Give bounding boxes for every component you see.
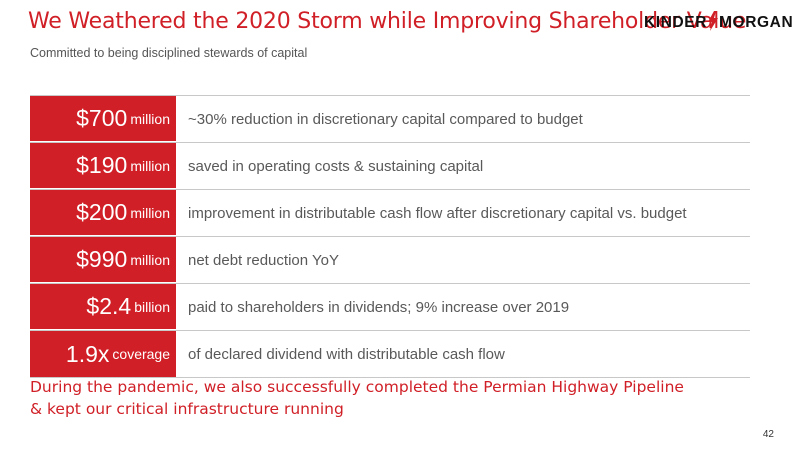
stat-description: ~30% reduction in discretionary capital … xyxy=(188,110,583,128)
stat-description: paid to shareholders in dividends; 9% in… xyxy=(188,298,570,316)
stat-description: improvement in distributable cash flow a… xyxy=(188,204,687,222)
stat-amount-cell: $2.4 billion xyxy=(30,284,176,330)
stat-amount: $200 xyxy=(76,199,128,225)
stat-row: $190 million saved in operating costs & s… xyxy=(30,143,750,190)
stat-unit: million xyxy=(130,251,170,268)
stat-amount: $990 xyxy=(76,246,128,272)
stat-row: $990 million net debt reduction YoY xyxy=(30,237,750,284)
stat-amount-cell: $190 million xyxy=(30,143,176,189)
stat-description: saved in operating costs & sustaining ca… xyxy=(188,157,484,175)
page-number: 42 xyxy=(762,429,774,440)
logo-text-left: KINDER xyxy=(644,14,708,31)
note-line: During the pandemic, we also successfull… xyxy=(30,378,684,396)
stat-amount-cell: $700 million xyxy=(30,96,176,142)
stat-amount: 1.9x xyxy=(65,340,110,367)
logo-text-right: MORGAN xyxy=(719,14,794,31)
page-subtitle: Committed to being disciplined stewards … xyxy=(30,46,308,60)
stat-amount: $2.4 xyxy=(86,293,132,319)
stat-unit: coverage xyxy=(112,346,170,362)
page-title: We Weathered the 2020 Storm while Improv… xyxy=(28,9,747,34)
stat-unit: million xyxy=(130,157,170,174)
company-logo: KINDER MORGAN xyxy=(644,11,793,38)
stat-row: 1.9x coverage of declared dividend with d… xyxy=(30,331,750,378)
note-line: & kept our critical infrastructure runni… xyxy=(30,400,344,418)
pandemic-note: During the pandemic, we also successfull… xyxy=(30,376,684,420)
stat-amount-cell: $200 million xyxy=(30,190,176,236)
stat-amount: $700 xyxy=(76,105,128,131)
stat-row: $200 million improvement in distributable… xyxy=(30,190,750,237)
stat-description: net debt reduction YoY xyxy=(188,251,339,269)
stat-amount-cell: $990 million xyxy=(30,237,176,283)
stats-table: $700 million ~30% reduction in discretion… xyxy=(30,95,750,378)
stat-amount-cell: 1.9x coverage xyxy=(30,331,176,377)
stat-unit: million xyxy=(130,110,170,127)
stat-unit: million xyxy=(130,204,170,221)
stat-unit: billion xyxy=(134,298,170,315)
stat-amount: $190 xyxy=(76,152,128,178)
lightning-bolt-icon xyxy=(708,11,719,32)
stat-row: $2.4 billion paid to shareholders in divi… xyxy=(30,284,750,331)
stat-description: of declared dividend with distributable … xyxy=(188,345,505,363)
stat-row: $700 million ~30% reduction in discretion… xyxy=(30,95,750,143)
